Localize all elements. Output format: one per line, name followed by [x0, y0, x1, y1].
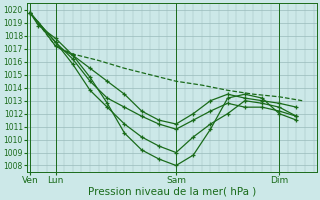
X-axis label: Pression niveau de la mer( hPa ): Pression niveau de la mer( hPa ) — [88, 187, 256, 197]
